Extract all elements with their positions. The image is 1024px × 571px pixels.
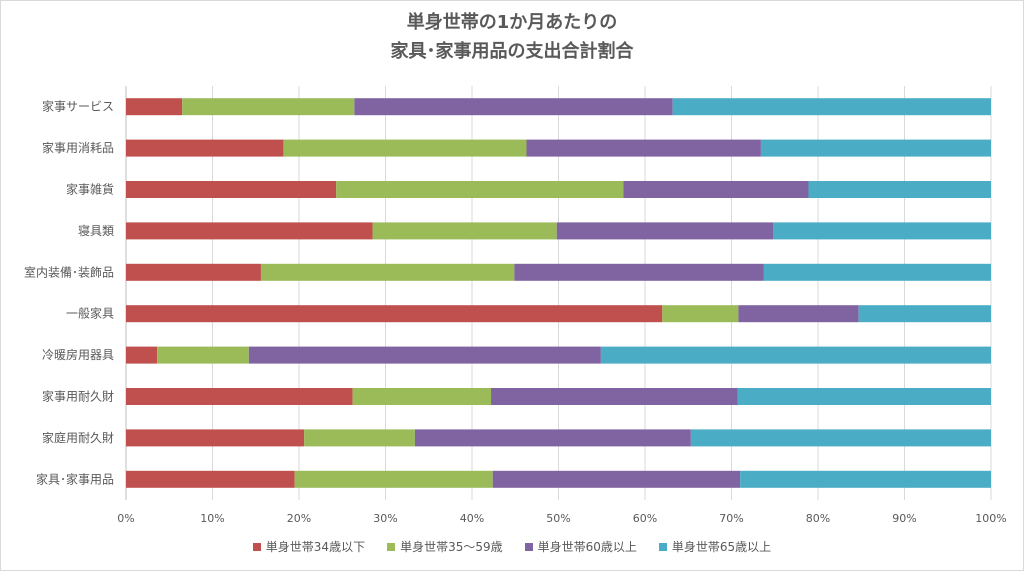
legend-swatch <box>658 542 667 551</box>
bar-segment <box>491 388 738 405</box>
bar-segment <box>126 470 295 488</box>
bar-segment <box>126 263 261 281</box>
bar-segment <box>354 98 673 116</box>
bar-segment <box>600 346 991 364</box>
bar-segment <box>182 98 355 116</box>
x-tick-label: 40% <box>460 512 484 525</box>
category-label: 家事用消耗品 <box>42 140 114 155</box>
bar-segment <box>760 139 991 157</box>
bar-segment <box>126 181 337 198</box>
bar-segment <box>304 429 415 447</box>
bar-segment <box>248 346 601 364</box>
legend-item: 単身世帯35～59歳 <box>387 538 503 555</box>
bar-segment <box>773 222 991 240</box>
legend-item: 単身世帯65歳以上 <box>658 538 772 555</box>
bar-segment <box>492 470 741 488</box>
legend-swatch <box>524 542 533 551</box>
legend-swatch <box>387 542 396 551</box>
legend-label: 単身世帯60歳以上 <box>537 540 637 554</box>
legend-label: 単身世帯65歳以上 <box>671 540 772 554</box>
x-tick-label: 10% <box>200 512 224 525</box>
bar-segment <box>126 139 284 157</box>
bar-segment <box>283 139 527 157</box>
x-tick-label: 60% <box>633 512 657 525</box>
bar-segment <box>336 181 624 198</box>
legend-item: 単身世帯34歳以下 <box>252 538 366 555</box>
bar-segment <box>126 346 158 364</box>
legend-label: 単身世帯35～59歳 <box>400 540 503 554</box>
bar-segment <box>126 222 373 240</box>
chart-title-line-1: 単身世帯の1か月あたりの <box>406 12 618 33</box>
category-label: 寝具類 <box>78 223 114 238</box>
x-tick-label: 30% <box>373 512 397 525</box>
bar-segment <box>556 222 774 240</box>
bar-segment <box>808 181 991 198</box>
x-tick-label: 20% <box>287 512 311 525</box>
bar-segment <box>738 305 859 323</box>
legend-item: 単身世帯60歳以上 <box>524 538 637 555</box>
bar-segment <box>126 429 305 447</box>
category-label: 一般家具 <box>66 306 114 321</box>
x-tick-label: 0% <box>117 512 134 525</box>
bar-segment <box>526 139 761 157</box>
bar-segment <box>126 305 663 323</box>
legend-label: 単身世帯34歳以下 <box>265 540 366 554</box>
x-tick-label: 90% <box>892 512 916 525</box>
chart-title: 単身世帯の1か月あたりの 家具･家事用品の支出合計割合 <box>0 8 1024 66</box>
bar-segment <box>690 429 991 447</box>
bar-segment <box>157 346 249 364</box>
bar-segment <box>763 263 991 281</box>
bar-segment <box>372 222 557 240</box>
legend-swatch <box>252 542 261 551</box>
legend: 単身世帯34歳以下 単身世帯35～59歳 単身世帯60歳以上 単身世帯65歳以上 <box>0 538 1024 555</box>
x-tick-label: 100% <box>975 512 1006 525</box>
x-tick-label: 80% <box>806 512 830 525</box>
category-label: 冷暖房用器具 <box>42 347 114 362</box>
bar-segment <box>126 98 183 116</box>
bar-segment <box>662 305 739 323</box>
bar-segment <box>294 470 493 488</box>
category-label: 家事雑貨 <box>66 182 114 197</box>
bar-segment <box>414 429 691 447</box>
bar-segment <box>514 263 764 281</box>
bar-segment <box>623 181 809 198</box>
category-label: 室内装備･装飾品 <box>24 264 114 279</box>
bar-segment <box>260 263 515 281</box>
bar-segment <box>740 470 991 488</box>
bar-segment <box>737 388 991 405</box>
x-tick-label: 50% <box>546 512 570 525</box>
category-label: 家事サービス <box>42 99 114 114</box>
category-label: 家具･家事用品 <box>36 471 114 486</box>
bar-segment <box>126 388 353 405</box>
bar-segment <box>858 305 991 323</box>
chart-title-line-2: 家具･家事用品の支出合計割合 <box>390 41 634 62</box>
category-label: 家事用耐久財 <box>42 389 114 404</box>
category-label: 家庭用耐久財 <box>42 430 114 445</box>
bar-segment <box>352 388 492 405</box>
bar-segment <box>672 98 991 116</box>
x-tick-label: 70% <box>719 512 743 525</box>
